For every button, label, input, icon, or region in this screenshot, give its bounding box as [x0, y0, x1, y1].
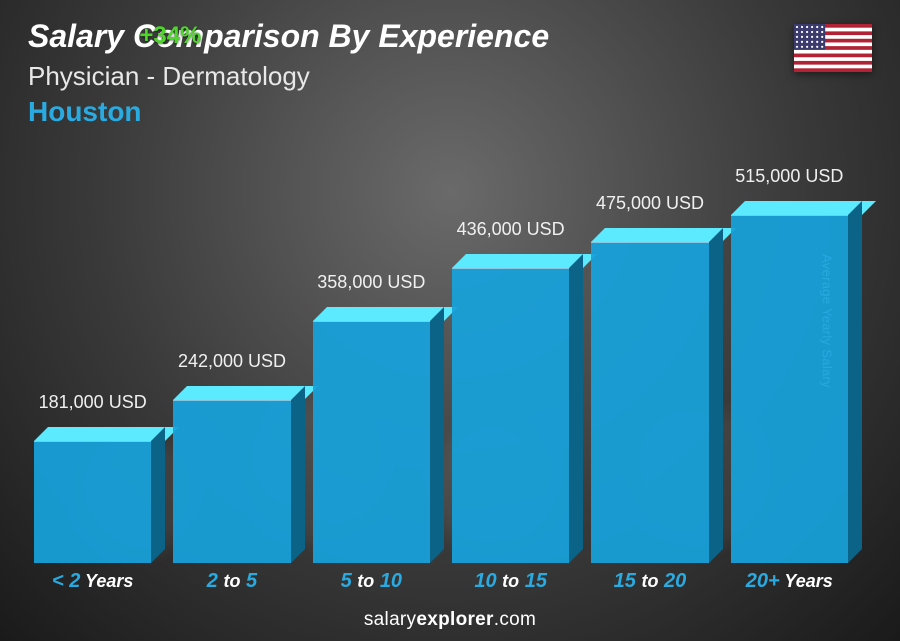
bar-value-label: 475,000 USD: [556, 193, 744, 214]
x-axis-labels: < 2 Years 2 to 5 5 to 10 10 to 15 15 to 20 20…: [34, 570, 848, 593]
bar-value-label: 358,000 USD: [277, 272, 465, 293]
x-axis-label: 10 to 15: [452, 570, 569, 593]
bar-col: 515,000 USD: [731, 93, 848, 563]
x-axis-label: 5 to 10: [313, 570, 430, 593]
growth-arc-label: +34%: [139, 22, 201, 50]
title-main: Salary Comparison By Experience: [28, 18, 549, 55]
x-axis-label: 20+ Years: [731, 570, 848, 593]
footer-bold: explorer: [416, 609, 493, 630]
x-axis-label: 2 to 5: [173, 570, 290, 593]
infographic-stage: Salary Comparison By Experience Physicia…: [0, 0, 900, 641]
x-axis-label: 15 to 20: [591, 570, 708, 593]
bar-value-label: 436,000 USD: [417, 219, 605, 240]
bar-col: 436,000 USD: [452, 93, 569, 563]
bar-value-label: 515,000 USD: [695, 166, 883, 187]
footer-prefix: salary: [364, 609, 416, 630]
footer-suffix: .com: [494, 609, 536, 630]
footer-source: salaryexplorer.com: [0, 609, 900, 631]
bar-chart: 181,000 USD242,000 USD358,000 USD436,000…: [34, 117, 848, 587]
bar-value-label: 242,000 USD: [138, 351, 326, 372]
x-axis-label: < 2 Years: [34, 570, 151, 593]
bar-col: 358,000 USD: [313, 93, 430, 563]
bar-col: 181,000 USD: [34, 93, 151, 563]
bars-container: 181,000 USD242,000 USD358,000 USD436,000…: [34, 93, 848, 563]
title-subtitle: Physician - Dermatology: [28, 61, 549, 92]
bar-col: 242,000 USD: [173, 93, 290, 563]
us-flag-icon: [794, 24, 872, 72]
bar-value-label: 181,000 USD: [0, 392, 187, 413]
bar-col: 475,000 USD: [591, 93, 708, 563]
